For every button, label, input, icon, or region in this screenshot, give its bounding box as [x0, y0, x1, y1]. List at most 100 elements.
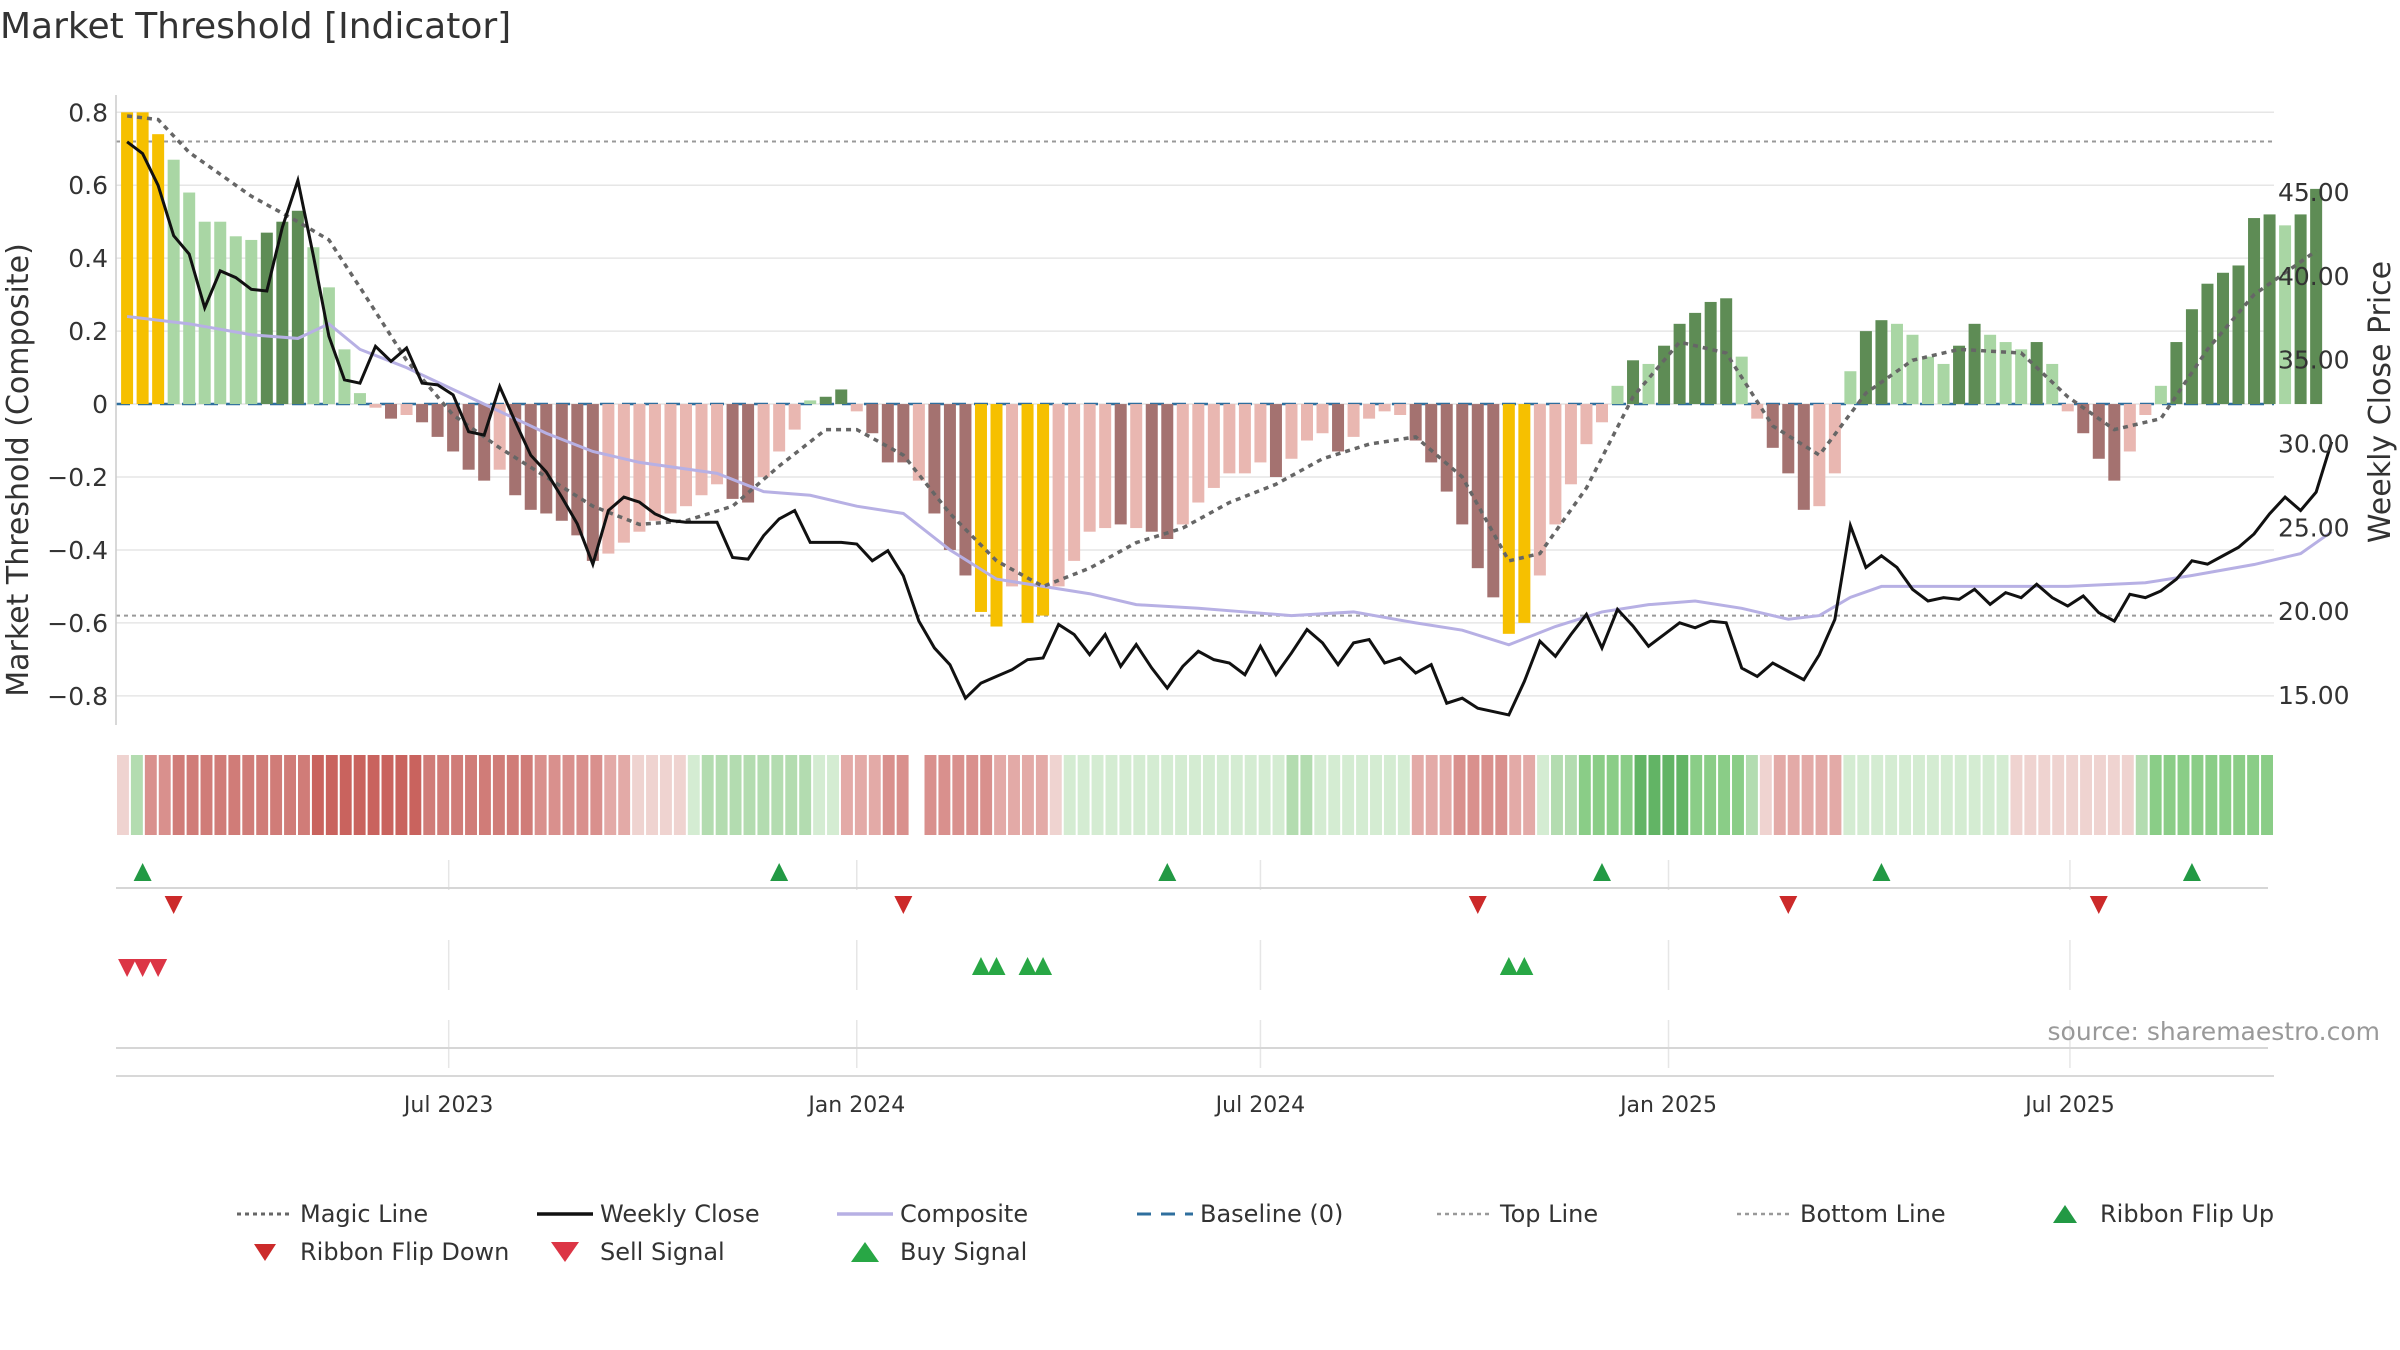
- ribbon-cell: [743, 755, 756, 835]
- composite-bar: [1828, 404, 1841, 474]
- ribbon-cell: [2135, 755, 2148, 835]
- ribbon-flip-down-marker: [894, 896, 913, 914]
- ribbon-cell: [1314, 755, 1327, 835]
- ribbon-cell: [1537, 755, 1550, 835]
- ribbon-cell: [2010, 755, 2023, 835]
- composite-bar: [1006, 404, 1019, 587]
- composite-bar: [2077, 404, 2090, 434]
- ribbon-cell: [2066, 755, 2079, 835]
- composite-bar: [990, 404, 1003, 627]
- composite-bar: [229, 236, 242, 405]
- ribbon-flip-down-marker: [1468, 896, 1487, 914]
- ribbon-cell: [1732, 755, 1744, 835]
- ribbon-cell: [395, 755, 408, 835]
- composite-bar: [2232, 265, 2245, 405]
- legend-label: Weekly Close: [600, 1200, 760, 1228]
- composite-bar: [1813, 404, 1826, 507]
- composite-bar: [1844, 371, 1857, 405]
- composite-bar: [2030, 342, 2043, 405]
- ribbon-cell: [785, 755, 798, 835]
- ribbon-cell: [1509, 755, 1522, 835]
- ribbon-cell: [1843, 755, 1856, 835]
- ribbon-cell: [2233, 755, 2246, 835]
- legend-symbol-dotted-lightgray: [1430, 1200, 1500, 1228]
- composite-bar: [1735, 356, 1748, 405]
- composite-bar: [648, 404, 661, 521]
- composite-bar: [369, 404, 382, 408]
- composite-bar: [2108, 404, 2121, 481]
- composite-bar: [493, 404, 506, 470]
- composite-bar: [1301, 404, 1314, 441]
- ribbon-cell: [2191, 755, 2204, 835]
- composite-bar: [2092, 404, 2105, 459]
- composite-bar: [695, 404, 708, 496]
- ribbon-flip-down-marker: [2089, 896, 2108, 914]
- ribbon-cell: [242, 755, 255, 835]
- ribbon-cell: [1244, 755, 1257, 835]
- ribbon-cell: [1008, 755, 1020, 835]
- legend-label: Ribbon Flip Up: [2100, 1200, 2275, 1228]
- ribbon-cell: [1996, 755, 2009, 835]
- ribbon-flip-up-marker: [1158, 863, 1177, 881]
- ribbon-cell: [325, 755, 338, 835]
- composite-bar: [416, 404, 429, 423]
- legend-item: Sell Signal: [530, 1238, 830, 1266]
- ribbon-cell: [1968, 755, 1981, 835]
- ribbon-cell: [2163, 755, 2176, 835]
- composite-bar: [1549, 404, 1562, 525]
- composite-bar: [1021, 404, 1034, 623]
- composite-bar: [183, 192, 196, 405]
- composite-bar: [400, 404, 413, 415]
- composite-bar: [1394, 404, 1407, 415]
- composite-bar: [1673, 323, 1686, 405]
- ribbon-cell: [423, 755, 436, 835]
- composite-bar: [1704, 301, 1717, 405]
- composite-bar: [478, 404, 491, 481]
- legend-symbol-tri-up-green: [2030, 1200, 2100, 1228]
- composite-bar: [2170, 342, 2183, 405]
- composite-bar: [1223, 404, 1236, 474]
- ribbon-cell: [952, 755, 965, 835]
- legend-item: Buy Signal: [830, 1238, 1130, 1266]
- composite-bar: [291, 210, 304, 405]
- composite-bar: [788, 404, 801, 430]
- chart-title: Market Threshold [Indicator]: [0, 6, 512, 47]
- ribbon-cell: [1481, 755, 1494, 835]
- y2-axis-label: Weekly Close Price: [2363, 261, 2398, 543]
- ribbon-cell: [715, 755, 728, 835]
- composite-bar: [1937, 363, 1950, 405]
- ribbon-cell: [2177, 755, 2190, 835]
- composite-bar: [1906, 334, 1919, 405]
- composite-bar: [385, 404, 398, 419]
- y2-tick-label: 35.00: [2278, 346, 2350, 375]
- ribbon-cell: [1147, 755, 1160, 835]
- ribbon-cell: [1049, 755, 1062, 835]
- composite-bar: [912, 404, 925, 481]
- composite-bar: [1595, 404, 1608, 423]
- composite-bar: [276, 221, 289, 405]
- ribbon-cell: [1272, 755, 1285, 835]
- composite-bar: [586, 404, 599, 561]
- ribbon-cell: [687, 755, 700, 835]
- ribbon-cell: [311, 755, 324, 835]
- ribbon-cell: [827, 755, 839, 835]
- legend-symbol-tri-down-red: [230, 1238, 300, 1266]
- composite-bar: [928, 404, 941, 514]
- y-tick-label: 0.8: [68, 98, 108, 127]
- composite-bars: [121, 112, 2323, 634]
- legend: Magic Line Weekly Close Composite Baseline …: [230, 1200, 2330, 1266]
- y2-tick-label: 40.00: [2278, 262, 2350, 291]
- composite-bar: [617, 404, 630, 543]
- ribbon-cell: [1592, 755, 1605, 835]
- composite-bar: [1471, 404, 1484, 569]
- ribbon-cell: [618, 755, 631, 835]
- sell-signal-marker: [149, 959, 168, 977]
- legend-symbol-dashed-blue: [1130, 1200, 1200, 1228]
- composite-bar: [742, 404, 755, 503]
- x-tick-label: Jul 2025: [2023, 1093, 2115, 1118]
- x-tick-label: Jan 2025: [1618, 1093, 1717, 1118]
- composite-bar: [260, 232, 273, 405]
- ribbon-cell: [896, 755, 909, 835]
- ribbon-flip-down-marker: [1779, 896, 1798, 914]
- ribbon-cell: [1300, 755, 1313, 835]
